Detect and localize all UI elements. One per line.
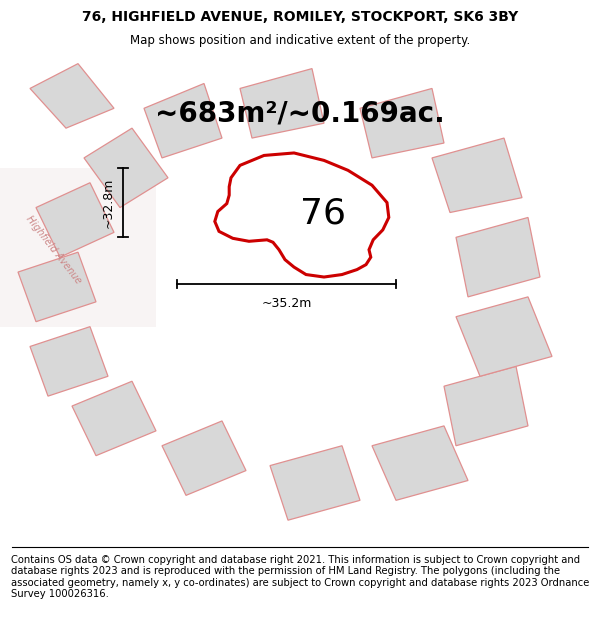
Polygon shape xyxy=(72,381,156,456)
Polygon shape xyxy=(240,69,324,138)
Polygon shape xyxy=(30,64,114,128)
Text: Contains OS data © Crown copyright and database right 2021. This information is : Contains OS data © Crown copyright and d… xyxy=(11,554,589,599)
Polygon shape xyxy=(30,327,108,396)
Text: 76: 76 xyxy=(299,196,346,230)
Polygon shape xyxy=(84,128,168,208)
Text: ~35.2m: ~35.2m xyxy=(262,297,311,310)
Polygon shape xyxy=(215,153,389,277)
Polygon shape xyxy=(18,253,96,322)
Text: Map shows position and indicative extent of the property.: Map shows position and indicative extent… xyxy=(130,34,470,47)
Text: Highfield Avenue: Highfield Avenue xyxy=(25,214,83,286)
Polygon shape xyxy=(360,89,444,158)
Polygon shape xyxy=(456,217,540,297)
Polygon shape xyxy=(144,84,222,158)
Polygon shape xyxy=(270,446,360,520)
Text: ~683m²/~0.169ac.: ~683m²/~0.169ac. xyxy=(155,99,445,127)
Polygon shape xyxy=(372,426,468,501)
Text: 76, HIGHFIELD AVENUE, ROMILEY, STOCKPORT, SK6 3BY: 76, HIGHFIELD AVENUE, ROMILEY, STOCKPORT… xyxy=(82,10,518,24)
Polygon shape xyxy=(36,182,114,257)
Polygon shape xyxy=(456,297,552,376)
Text: ~32.8m: ~32.8m xyxy=(101,177,115,227)
Polygon shape xyxy=(432,138,522,212)
Polygon shape xyxy=(444,366,528,446)
Polygon shape xyxy=(162,421,246,496)
Polygon shape xyxy=(0,168,156,327)
